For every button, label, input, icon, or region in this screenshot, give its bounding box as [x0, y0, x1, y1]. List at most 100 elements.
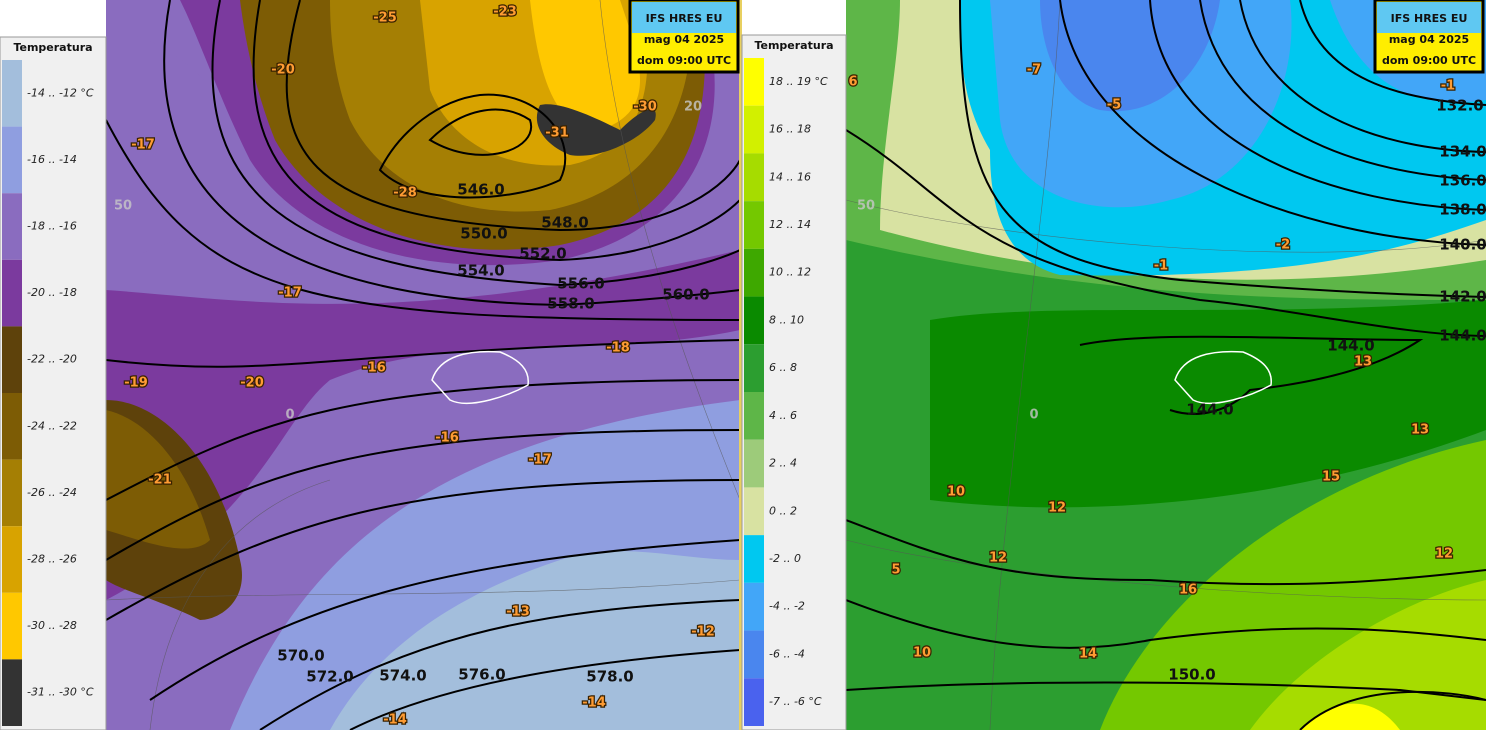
- temperature-label: -17: [278, 286, 302, 301]
- legend-swatch: [744, 296, 764, 345]
- grid-label: 50: [857, 199, 875, 214]
- legend-swatch: [744, 392, 764, 440]
- info-header: [1377, 2, 1481, 33]
- temperature-label: -21: [148, 473, 172, 488]
- legend-label: 10 .. 12: [769, 266, 811, 279]
- legend-label: -4 .. -2: [769, 600, 805, 613]
- legend-swatch: [744, 439, 764, 488]
- contour-label: 548.0: [541, 214, 588, 232]
- temperature-label: 6: [848, 75, 857, 90]
- legend-label: 8 .. 10: [769, 313, 804, 326]
- temperature-label: -13: [506, 605, 530, 620]
- temperature-label: -1: [1441, 79, 1455, 94]
- legend-title: Temperatura: [754, 39, 833, 52]
- temperature-label: -5: [1107, 98, 1121, 113]
- legend-label: -18 .. -16: [27, 220, 77, 233]
- temperature-label: 15: [1322, 470, 1340, 485]
- legend-label: 16 .. 18: [769, 123, 811, 136]
- contour-label: 136.0: [1439, 172, 1486, 190]
- legend-label: -16 .. -14: [27, 153, 77, 166]
- legend-swatch: [744, 58, 764, 106]
- contour-label: 550.0: [460, 225, 507, 243]
- legend-label: 18 .. 19 °C: [769, 75, 828, 88]
- legend-label: 12 .. 14: [769, 218, 811, 231]
- temperature-label: -16: [362, 361, 386, 376]
- map-left: [106, 0, 740, 730]
- temperature-label: 13: [1354, 355, 1372, 370]
- temperature-label: -20: [240, 376, 264, 391]
- contour-label: 570.0: [277, 647, 324, 665]
- legend-swatch: [744, 535, 764, 583]
- contour-label: 144.0: [1186, 401, 1233, 419]
- legend-label: -6 .. -4: [769, 647, 805, 660]
- temperature-label: -30: [633, 100, 657, 115]
- contour-label: 556.0: [557, 275, 604, 293]
- legend-swatch: [744, 678, 764, 726]
- legend-swatch: [2, 459, 22, 527]
- temperature-label: -16: [435, 431, 459, 446]
- info-text: IFS HRES EU: [646, 12, 723, 25]
- contour-label: 552.0: [519, 245, 566, 263]
- info-header: [632, 2, 736, 33]
- contour-label: 150.0: [1168, 666, 1215, 684]
- legend-label: -24 .. -22: [27, 419, 77, 432]
- contour-label: 578.0: [586, 668, 633, 686]
- legend-label: -20 .. -18: [27, 286, 77, 299]
- temperature-label: -20: [271, 63, 295, 78]
- contour-label: 546.0: [457, 181, 504, 199]
- legend-swatch: [2, 193, 22, 260]
- temperature-label: -31: [545, 126, 569, 141]
- contour-label: 134.0: [1439, 143, 1486, 161]
- legend-label: -26 .. -24: [27, 486, 77, 499]
- contour-label: 138.0: [1439, 201, 1486, 219]
- grid-label: 20: [684, 100, 702, 115]
- info-text: dom 09:00 UTC: [1382, 54, 1476, 67]
- temperature-label: 10: [913, 646, 931, 661]
- temperature-label: 13: [1411, 423, 1429, 438]
- info-text: mag 04 2025: [1389, 33, 1469, 46]
- legend-swatch: [2, 126, 22, 194]
- temperature-label: 10: [947, 485, 965, 500]
- legend-label: -28 .. -26: [27, 553, 77, 566]
- temperature-label: 12: [1048, 501, 1066, 516]
- contour-label: 142.0: [1439, 288, 1486, 306]
- temperature-label: -14: [383, 713, 407, 728]
- info-text: IFS HRES EU: [1391, 12, 1468, 25]
- temperature-label: -1: [1154, 259, 1168, 274]
- legend-swatch: [744, 105, 764, 154]
- temperature-label: -7: [1027, 63, 1041, 78]
- legend-swatch: [2, 592, 22, 660]
- temperature-label: -12: [691, 625, 715, 640]
- temperature-label: -28: [393, 186, 417, 201]
- legend-label: -31 .. -30 °C: [27, 686, 94, 699]
- legend-label: -22 .. -20: [27, 353, 77, 366]
- legend-label: 0 .. 2: [769, 504, 797, 517]
- info-text: dom 09:00 UTC: [637, 54, 731, 67]
- legend-label: 6 .. 8: [769, 361, 797, 374]
- legend-label: -7 .. -6 °C: [769, 695, 822, 708]
- temperature-label: 12: [1435, 547, 1453, 562]
- legend-swatch: [744, 630, 764, 679]
- temperature-label: -14: [582, 696, 606, 711]
- temperature-label: -18: [606, 341, 630, 356]
- legend-swatch: [2, 526, 22, 593]
- legend-swatch: [2, 60, 22, 127]
- grid-label: 0: [1029, 408, 1038, 423]
- temperature-label: -2: [1276, 238, 1290, 253]
- temperature-label: -17: [131, 138, 155, 153]
- legend-swatch: [2, 326, 22, 393]
- contour-label: 144.0: [1439, 327, 1486, 345]
- temperature-label: -25: [373, 11, 397, 26]
- legend-label: 4 .. 6: [769, 409, 797, 422]
- info-text: mag 04 2025: [644, 33, 724, 46]
- contour-label: 574.0: [379, 667, 426, 685]
- legend-title: Temperatura: [13, 41, 92, 54]
- contour-label: 572.0: [306, 668, 353, 686]
- legend-label: 2 .. 4: [769, 457, 797, 470]
- legend-swatch: [2, 659, 22, 726]
- contour-label: 558.0: [547, 295, 594, 313]
- contour-label: 140.0: [1439, 236, 1486, 254]
- legend-swatch: [744, 248, 764, 297]
- temperature-label: -17: [528, 453, 552, 468]
